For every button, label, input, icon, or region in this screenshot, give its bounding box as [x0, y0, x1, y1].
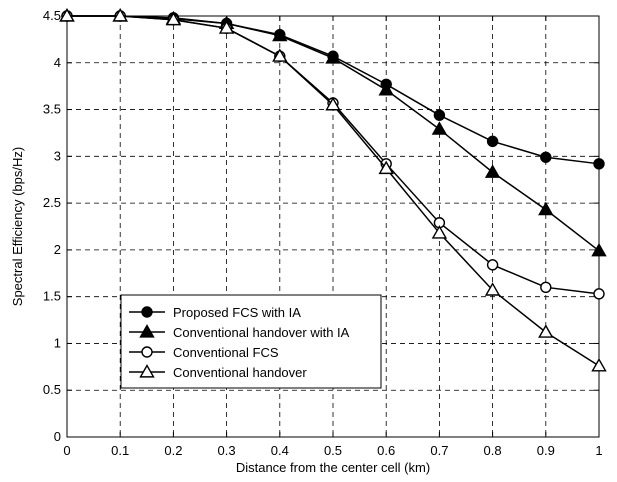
legend-marker [141, 306, 153, 318]
legend-label: Conventional handover with IA [173, 325, 350, 340]
y-tick-label: 1 [54, 335, 61, 350]
data-point [165, 11, 182, 26]
data-point [325, 50, 341, 64]
y-tick-label: 0 [54, 429, 61, 444]
x-axis-ticks: 0 0.1 0.2 0.3 0.4 0.5 0.6 0.7 0.8 0.9 1 [63, 16, 603, 458]
x-axis-label: Distance from the center cell (km) [236, 460, 430, 475]
data-point [378, 81, 394, 96]
legend-marker [141, 346, 153, 358]
data-point [540, 281, 552, 294]
legend-items: Proposed FCS with IA Conventional handove… [129, 305, 350, 380]
data-point [378, 160, 394, 175]
x-tick-label: 1 [595, 443, 602, 458]
legend-label: Conventional FCS [173, 345, 279, 360]
legend-item: Proposed FCS with IA [129, 305, 301, 320]
x-tick-label: 0.8 [484, 443, 502, 458]
data-point [540, 151, 552, 163]
legend-label: Proposed FCS with IA [173, 305, 301, 320]
data-point [484, 282, 501, 296]
data-point [272, 27, 288, 42]
x-tick-label: 0.1 [111, 443, 129, 458]
data-point [591, 242, 607, 257]
data-point [486, 259, 499, 271]
series-4 [59, 8, 607, 372]
y-tick-label: 3 [54, 148, 61, 163]
data-point [59, 8, 75, 22]
x-tick-label: 0.2 [164, 443, 182, 458]
x-tick-label: 0.5 [324, 443, 342, 458]
y-tick-label: 1.5 [43, 289, 61, 304]
y-tick-label: 2 [54, 242, 61, 257]
data-point [433, 109, 446, 121]
data-point [484, 164, 501, 178]
legend-item: Conventional handover [129, 364, 307, 380]
legend-label: Conventional handover [173, 365, 307, 380]
x-tick-label: 0 [63, 443, 70, 458]
data-point [591, 357, 607, 372]
x-tick-label: 0.4 [271, 443, 289, 458]
y-tick-label: 0.5 [43, 382, 61, 397]
x-tick-label: 0.9 [537, 443, 555, 458]
data-point [593, 158, 605, 170]
legend: Proposed FCS with IA Conventional handove… [120, 294, 382, 389]
data-point [593, 288, 605, 300]
data-point [538, 324, 554, 338]
y-tick-label: 2.5 [43, 195, 61, 210]
x-tick-label: 0.6 [377, 443, 395, 458]
legend-item: Conventional FCS [129, 345, 279, 360]
data-point [431, 225, 448, 239]
data-point [325, 96, 341, 111]
y-axis-label: Spectral Efficiency (bps/Hz) [10, 147, 25, 306]
y-tick-label: 3.5 [43, 102, 61, 117]
data-point [538, 201, 554, 216]
y-tick-label: 4 [54, 55, 61, 70]
data-point [486, 135, 499, 148]
data-point [112, 8, 128, 22]
legend-marker [139, 364, 155, 378]
y-tick-label: 4.5 [43, 8, 61, 23]
data-point [218, 20, 235, 34]
x-tick-label: 0.3 [218, 443, 236, 458]
data-point [431, 121, 448, 135]
x-tick-label: 0.7 [430, 443, 448, 458]
legend-item: Conventional handover with IA [129, 324, 350, 340]
data-point [272, 48, 288, 62]
legend-marker [139, 324, 155, 338]
series-group [59, 8, 607, 372]
